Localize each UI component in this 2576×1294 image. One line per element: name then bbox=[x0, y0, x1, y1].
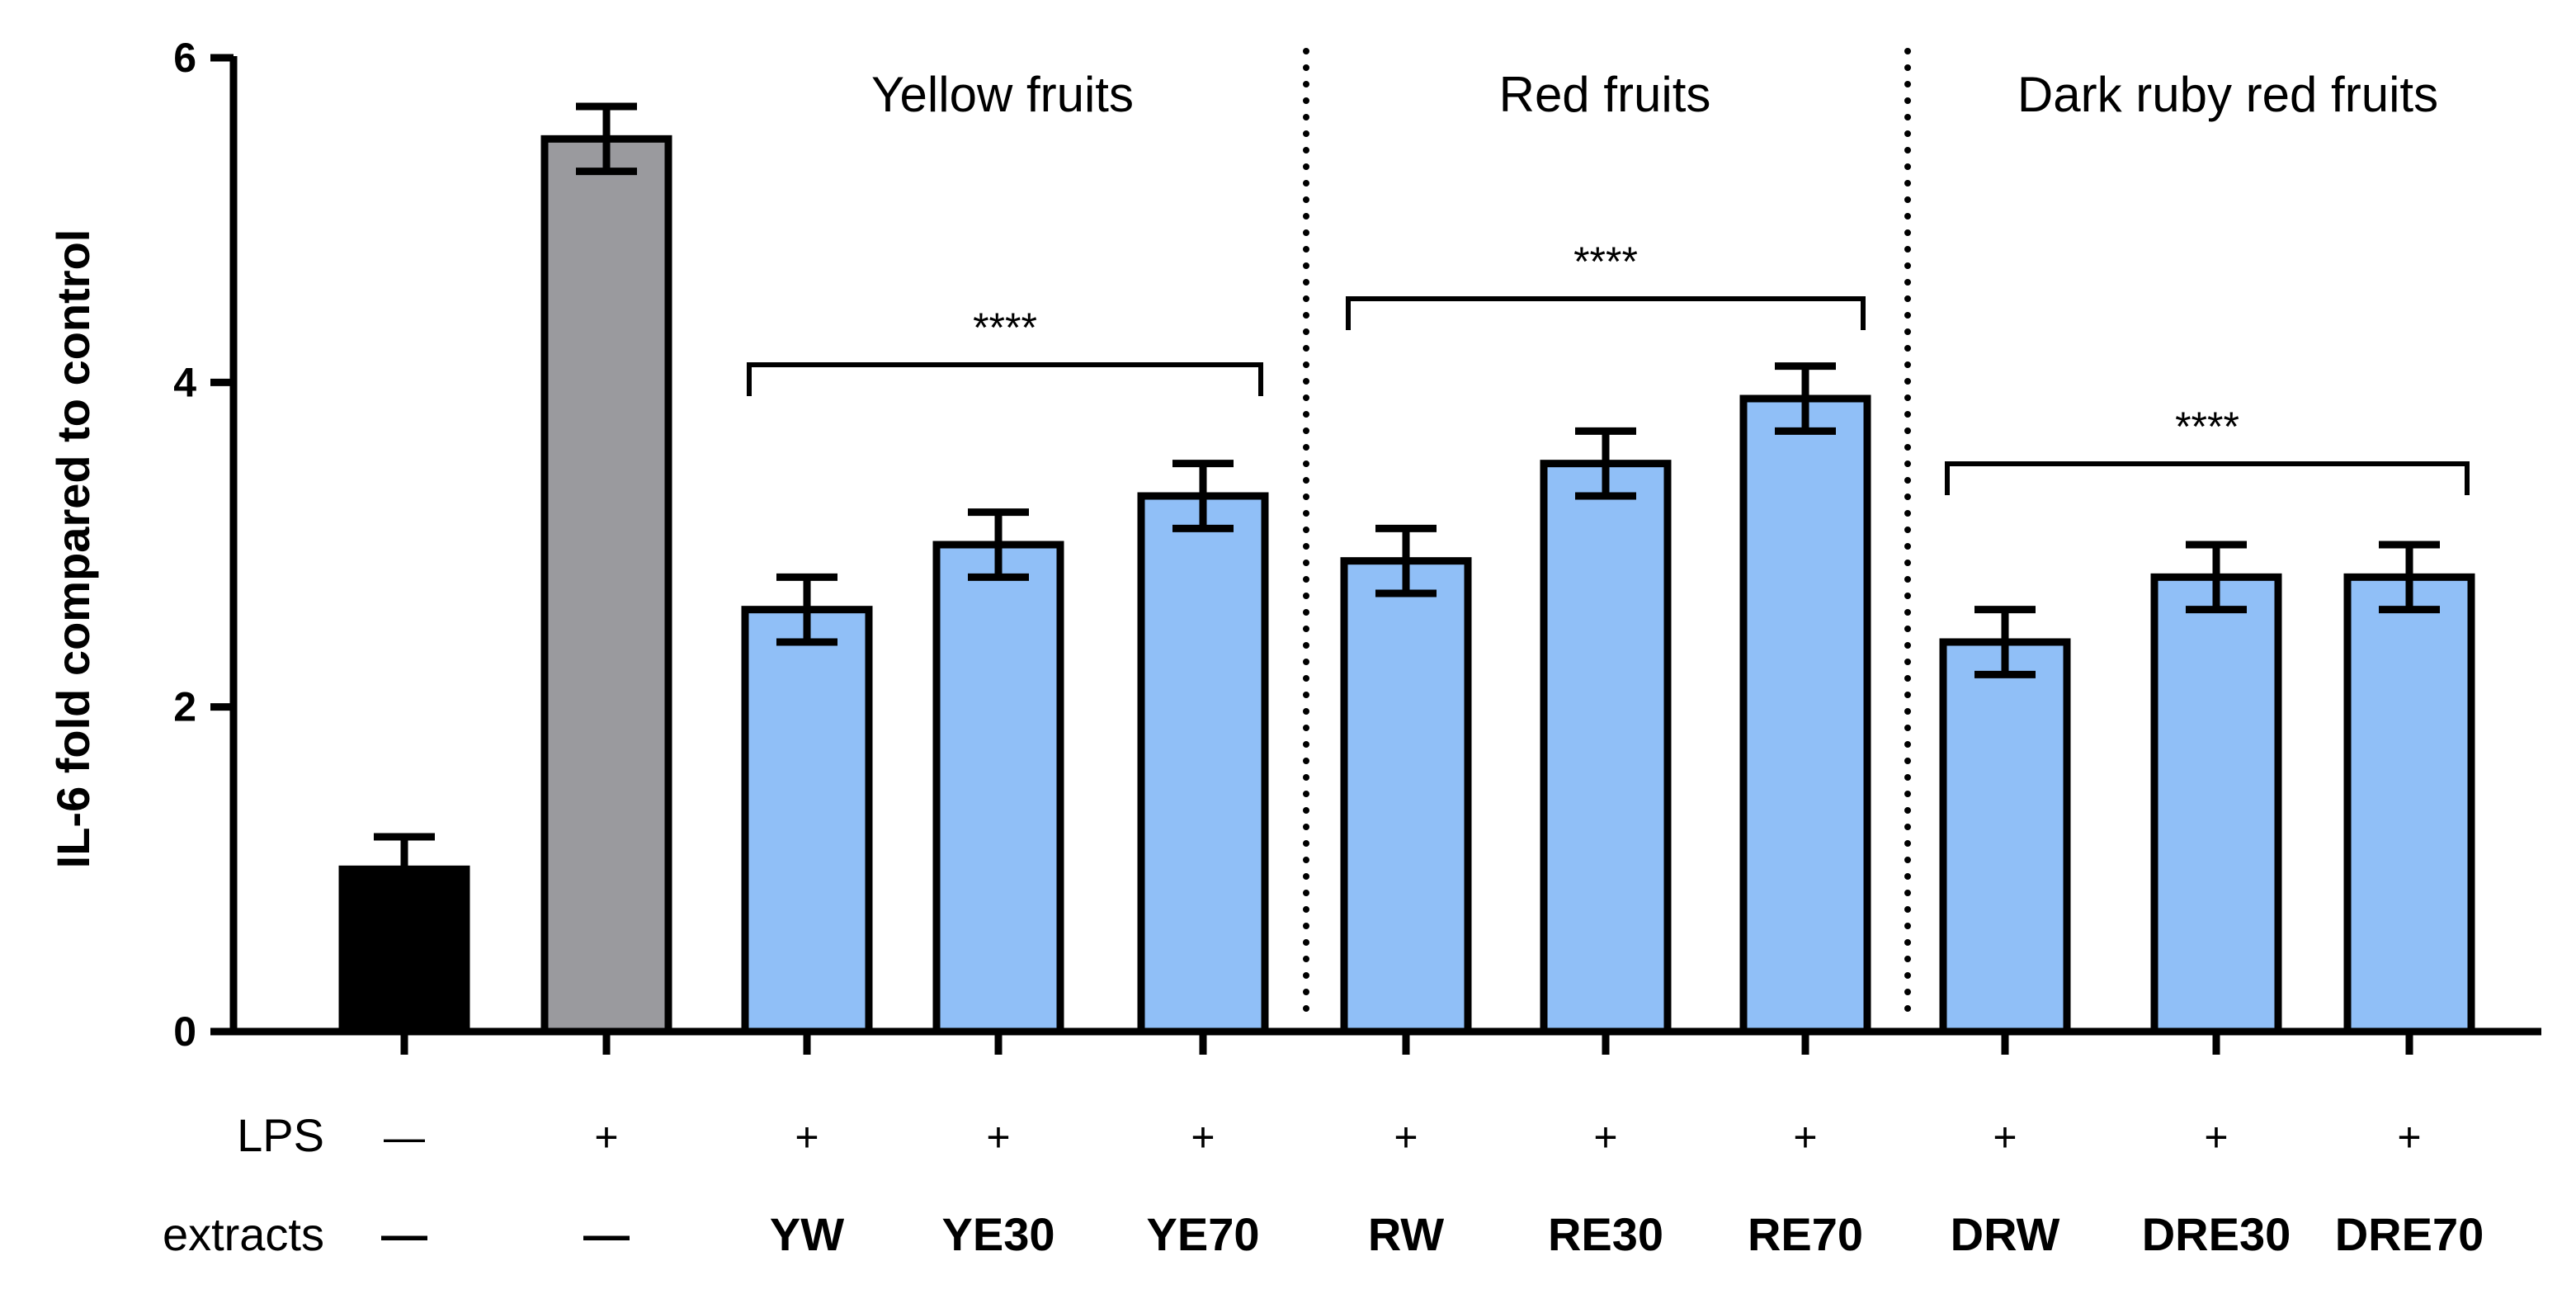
bar-DRE30 bbox=[2150, 573, 2282, 1036]
lps-value: + bbox=[986, 1114, 1010, 1160]
lps-value: + bbox=[2204, 1114, 2228, 1160]
extract-value: YW bbox=[770, 1208, 844, 1260]
bar-YE30 bbox=[932, 541, 1064, 1036]
lps-value: — bbox=[384, 1114, 425, 1160]
extracts-row-label: extracts bbox=[163, 1208, 324, 1260]
bar-RE30 bbox=[1540, 460, 1672, 1036]
extract-value: YE30 bbox=[942, 1208, 1055, 1260]
significance-stars-2: **** bbox=[1573, 238, 1638, 285]
extract-value: DRE30 bbox=[2142, 1208, 2291, 1260]
lps-value: + bbox=[1593, 1114, 1617, 1160]
lps-value: + bbox=[1394, 1114, 1418, 1160]
significance-stars-1: **** bbox=[973, 305, 1037, 351]
y-tick-label: 0 bbox=[173, 1008, 196, 1055]
bar-DRE70 bbox=[2343, 573, 2475, 1036]
group-label-3: Dark ruby red fruits bbox=[2017, 67, 2438, 122]
lps-value: + bbox=[1191, 1114, 1215, 1160]
y-tick-label: 4 bbox=[173, 359, 196, 405]
lps-value: + bbox=[594, 1114, 618, 1160]
y-axis-title: IL-6 fold compared to control bbox=[47, 229, 99, 869]
bar-DRW bbox=[1939, 638, 2071, 1036]
lps-value: + bbox=[1793, 1114, 1817, 1160]
bar-LPS bbox=[540, 135, 672, 1036]
extract-value: YE70 bbox=[1147, 1208, 1260, 1260]
significance-bracket-2 bbox=[1346, 296, 1866, 330]
bar-RE70 bbox=[1739, 394, 1871, 1036]
extract-value: DRW bbox=[1951, 1208, 2060, 1260]
lps-value: + bbox=[795, 1114, 819, 1160]
bar-YW bbox=[741, 606, 873, 1036]
lps-value: + bbox=[2397, 1114, 2421, 1160]
y-tick-label: 2 bbox=[173, 684, 196, 730]
extract-value: RE70 bbox=[1748, 1208, 1863, 1260]
extract-value: DRE70 bbox=[2335, 1208, 2484, 1260]
significance-bracket-1 bbox=[747, 362, 1263, 396]
lps-row-label: LPS bbox=[237, 1109, 324, 1161]
group-label-2: Red fruits bbox=[1499, 67, 1711, 122]
extract-value: RW bbox=[1368, 1208, 1444, 1260]
bar-YE70 bbox=[1137, 492, 1269, 1036]
extract-value: — bbox=[381, 1208, 427, 1260]
extract-value: RE30 bbox=[1548, 1208, 1663, 1260]
significance-stars-3: **** bbox=[2175, 404, 2239, 450]
group-label-1: Yellow fruits bbox=[871, 67, 1134, 122]
extract-value: — bbox=[583, 1208, 630, 1260]
bar-RW bbox=[1340, 557, 1472, 1036]
significance-bracket-3 bbox=[1945, 461, 2470, 495]
y-tick-label: 6 bbox=[173, 35, 196, 81]
lps-value: + bbox=[1993, 1114, 2017, 1160]
